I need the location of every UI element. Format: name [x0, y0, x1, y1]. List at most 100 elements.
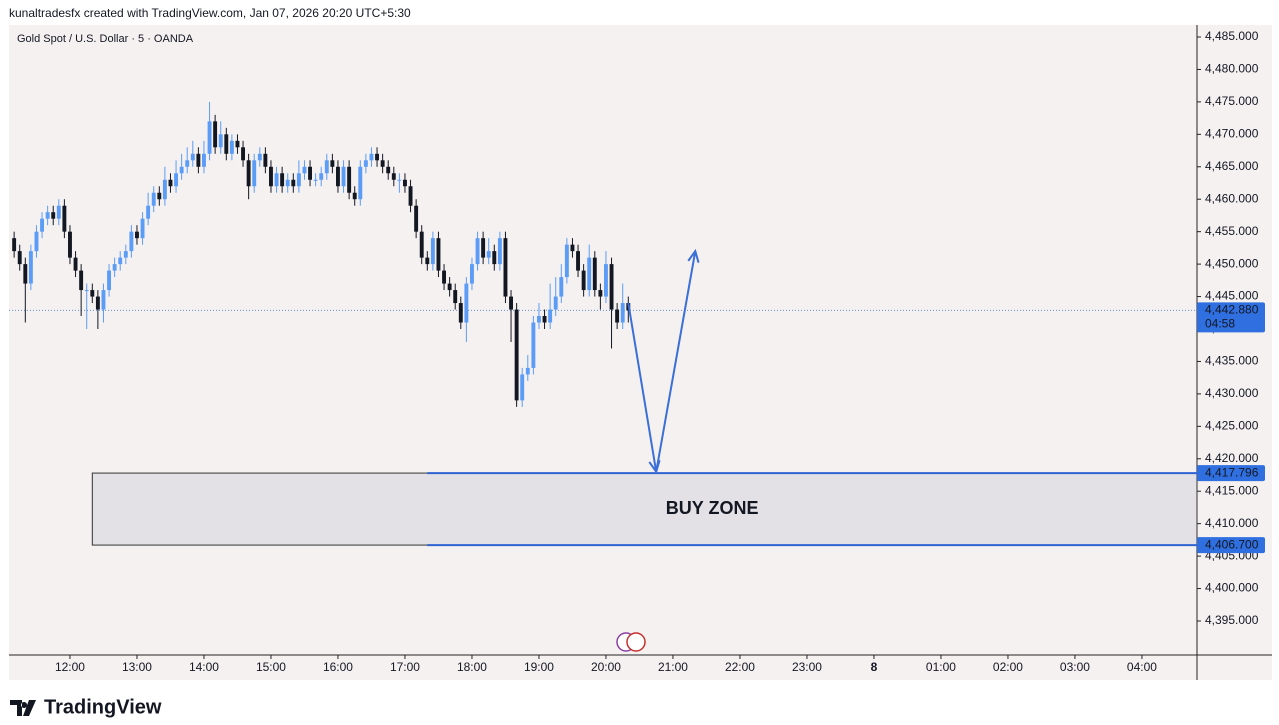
x-tick-label: 15:00 — [256, 660, 286, 674]
candle-body — [107, 270, 112, 291]
x-tick-label: 13:00 — [122, 660, 152, 674]
zone-label: BUY ZONE — [666, 498, 759, 518]
candle-body — [542, 316, 547, 323]
logo-text: TradingView — [44, 696, 162, 718]
candle-body — [263, 153, 268, 167]
candle-body — [285, 179, 290, 187]
x-tick-label: 18:00 — [457, 660, 487, 674]
candle-body — [241, 147, 246, 161]
candle-body — [564, 244, 569, 278]
y-tick-label: 4,430.000 — [1205, 386, 1259, 400]
candle-body — [308, 166, 313, 180]
x-tick-label: 23:00 — [792, 660, 822, 674]
candle-body — [458, 303, 463, 323]
y-tick-label: 4,460.000 — [1205, 191, 1259, 205]
candle-body — [302, 166, 307, 174]
candle-body — [45, 212, 50, 219]
countdown-label: 04:58 — [1205, 316, 1235, 330]
candle-body — [202, 153, 206, 167]
candle-body — [280, 173, 285, 187]
candle-body — [252, 160, 257, 187]
candle-body — [28, 251, 33, 284]
arrow-head — [648, 459, 661, 475]
y-tick-label: 4,485.000 — [1205, 29, 1259, 43]
candle-body — [151, 192, 156, 206]
candle-body — [509, 296, 513, 310]
candle-body — [492, 251, 497, 265]
candle-body — [553, 296, 558, 310]
chart-background — [9, 25, 1272, 680]
candle-body — [548, 309, 553, 323]
x-tick-label: 04:00 — [1127, 660, 1157, 674]
candle-body — [179, 166, 184, 174]
candle-body — [531, 322, 536, 368]
candle-body — [347, 166, 352, 193]
candle-body — [587, 257, 592, 291]
candle-body — [235, 140, 240, 148]
candle-body — [592, 257, 597, 291]
x-tick-label: 22:00 — [725, 660, 755, 674]
candle-body — [537, 316, 541, 323]
y-tick-label: 4,395.000 — [1205, 613, 1259, 627]
candle-body — [447, 283, 452, 291]
candle-body — [174, 173, 179, 187]
candle-body — [414, 205, 419, 232]
price-tag — [1197, 465, 1265, 482]
candle-body — [246, 160, 251, 187]
candle-body — [425, 257, 430, 265]
candle-body — [380, 160, 385, 167]
x-tick-label: 14:00 — [189, 660, 219, 674]
candle-body — [397, 179, 402, 181]
y-tick-label: 4,470.000 — [1205, 127, 1259, 141]
y-tick-label: 4,425.000 — [1205, 419, 1259, 433]
candle-body — [40, 218, 45, 232]
candle-body — [324, 160, 329, 174]
y-tick-label: 4,450.000 — [1205, 256, 1259, 270]
candle-body — [140, 218, 145, 239]
zone-top-label: 4,417.796 — [1205, 465, 1259, 479]
candle-body — [224, 134, 229, 154]
candle-body — [570, 244, 575, 252]
logo-icon — [10, 700, 36, 716]
candle-body — [90, 290, 95, 297]
zone-bottom-label: 4,406.700 — [1205, 537, 1259, 551]
candle-body — [269, 166, 273, 187]
candle-body — [296, 173, 301, 187]
candle-body — [436, 238, 441, 271]
candle-body — [51, 212, 56, 219]
candle-body — [341, 166, 346, 187]
candle-body — [168, 179, 173, 187]
candle-body — [185, 160, 190, 167]
candle-body — [464, 283, 469, 323]
x-tick-label: 02:00 — [993, 660, 1023, 674]
candle-body — [336, 166, 340, 187]
candle-body — [604, 264, 608, 297]
y-tick-label: 4,475.000 — [1205, 94, 1259, 108]
y-tick-label: 4,435.000 — [1205, 354, 1259, 368]
candle-body — [73, 257, 78, 271]
y-tick-label: 4,400.000 — [1205, 581, 1259, 595]
candle-body — [525, 367, 530, 375]
x-tick-label: 21:00 — [658, 660, 688, 674]
y-tick-label: 4,445.000 — [1205, 289, 1259, 303]
buy-zone — [91, 472, 1198, 546]
candle-body — [129, 231, 134, 252]
candle-body — [190, 153, 195, 161]
symbol-title: Gold Spot / U.S. Dollar · 5 · OANDA — [17, 33, 194, 45]
candle-body — [330, 160, 335, 167]
candle-body — [520, 374, 525, 401]
candle-body — [313, 179, 318, 181]
y-tick-label: 4,420.000 — [1205, 451, 1259, 465]
candle-body — [503, 238, 508, 297]
candle-body — [358, 166, 363, 200]
candle-body — [576, 251, 580, 271]
candle-body — [257, 153, 262, 161]
candle-body — [430, 238, 435, 265]
candle-body — [135, 231, 139, 239]
candles — [12, 101, 631, 407]
candle-body — [486, 251, 491, 258]
candle-body — [23, 264, 28, 284]
candle-body — [391, 173, 396, 180]
candle-body — [408, 186, 413, 206]
candle-body — [207, 121, 212, 154]
